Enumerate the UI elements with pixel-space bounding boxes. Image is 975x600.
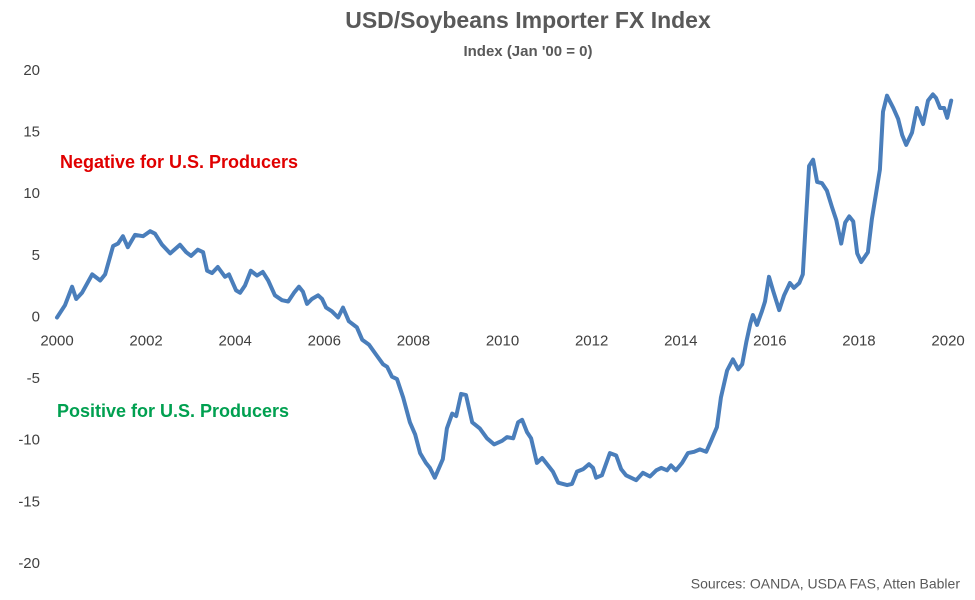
x-tick-label: 2010 [486, 332, 519, 349]
data-line [55, 92, 954, 488]
x-tick-label: 2014 [664, 332, 697, 349]
source-note: Sources: OANDA, USDA FAS, Atten Babler [691, 576, 961, 592]
annotation: Positive for U.S. Producers [57, 401, 289, 421]
y-tick-label: 0 [32, 308, 40, 325]
chart-title: USD/Soybeans Importer FX Index [345, 7, 711, 33]
x-tick-label: 2016 [753, 332, 786, 349]
x-tick-label: 2020 [931, 332, 964, 349]
y-tick-label: -10 [18, 432, 40, 449]
y-tick-label: -5 [27, 370, 40, 387]
x-tick-label: 2006 [308, 332, 341, 349]
y-tick-label: -20 [18, 555, 40, 572]
x-tick-label: 2012 [575, 332, 608, 349]
annotation: Negative for U.S. Producers [60, 152, 298, 172]
x-tick-label: 2004 [219, 332, 252, 349]
x-tick-label: 2002 [129, 332, 162, 349]
x-tick-label: 2008 [397, 332, 430, 349]
chart-subtitle: Index (Jan '00 = 0) [463, 43, 592, 60]
y-tick-label: 15 [23, 124, 40, 141]
y-tick-label: 5 [32, 247, 40, 264]
y-tick-label: 20 [23, 62, 40, 79]
y-tick-label: 10 [23, 185, 40, 202]
x-tick-label: 2018 [842, 332, 875, 349]
y-tick-label: -15 [18, 493, 40, 510]
x-tick-label: 2000 [40, 332, 73, 349]
